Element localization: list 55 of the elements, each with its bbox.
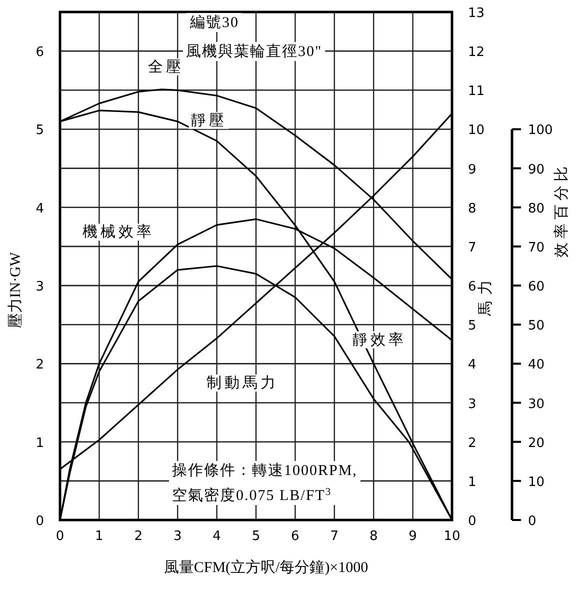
- y2-tick-label: 1: [468, 474, 476, 490]
- y2-tick-label: 8: [468, 201, 476, 216]
- annotation: 風機與葉輪直徑30": [186, 43, 322, 60]
- y-tick-label: 0: [36, 514, 44, 529]
- y3-tick-label: 50: [528, 318, 545, 334]
- x-tick-label: 3: [173, 529, 182, 544]
- y3-tick-label: 60: [528, 280, 545, 295]
- y-axis-title: 壓力IN·GW: [7, 251, 24, 328]
- y-tick-label: 5: [36, 123, 44, 138]
- x-tick-label: 8: [369, 529, 378, 544]
- y2-tick-label: 0: [468, 514, 476, 529]
- y3-tick-label: 100: [528, 123, 553, 138]
- y-tick-label: 2: [36, 358, 44, 373]
- y2-axis-title: 馬力: [477, 274, 494, 317]
- x-tick-label: 0: [56, 529, 64, 544]
- y3-tick-label: 80: [528, 201, 545, 216]
- x-tick-label: 2: [134, 529, 143, 544]
- x-tick-label: 6: [291, 529, 300, 544]
- series-label: 機械效率: [82, 224, 154, 241]
- x-axis-title: 風量CFM(立方呎/每分鐘)×1000: [164, 559, 368, 576]
- y2-tick-label: 12: [468, 45, 485, 60]
- series-label: 制動馬力: [206, 374, 279, 392]
- y2-tick-label: 11: [468, 84, 485, 100]
- y3-tick-label: 0: [528, 514, 536, 529]
- y2-tick-label: 4: [468, 358, 476, 373]
- y2-tick-label: 3: [468, 396, 476, 412]
- y3-tick-label: 70: [528, 240, 545, 256]
- x-tick-label: 4: [212, 529, 221, 544]
- y2-tick-label: 10: [468, 123, 485, 138]
- annotation: 操作條件：轉速1000RPM, 空氣密度0.075 LB/FT$^{3}$: [172, 462, 358, 504]
- annotation: 編號30: [189, 14, 239, 31]
- x-tick-label: 9: [408, 529, 417, 544]
- y2-tick-label: 9: [468, 162, 476, 178]
- y3-tick-label: 90: [528, 162, 545, 178]
- y-tick-label: 6: [36, 45, 44, 60]
- series-label: 全壓: [148, 58, 184, 76]
- series-label: 靜效率: [352, 331, 406, 348]
- x-tick-label: 10: [444, 529, 460, 544]
- y3-tick-label: 20: [528, 436, 545, 451]
- y3-tick-label: 30: [528, 396, 545, 412]
- x-tick-label: 5: [252, 529, 260, 544]
- series-label: 靜壓: [190, 112, 227, 129]
- y2-tick-label: 6: [468, 280, 476, 295]
- y-tick-label: 3: [36, 280, 44, 295]
- x-tick-label: 1: [95, 529, 104, 544]
- x-tick-label: 7: [330, 529, 339, 544]
- y2-tick-label: 5: [468, 318, 476, 334]
- y2-tick-label: 13: [468, 6, 485, 21]
- y2-tick-label: 7: [468, 240, 476, 256]
- y2-tick-label: 2: [468, 436, 476, 451]
- y3-axis-title: 效率百分比: [553, 162, 570, 258]
- y-tick-label: 4: [36, 201, 44, 216]
- y-tick-label: 1: [36, 436, 44, 451]
- y3-tick-label: 10: [528, 474, 545, 490]
- y3-tick-label: 40: [528, 358, 545, 373]
